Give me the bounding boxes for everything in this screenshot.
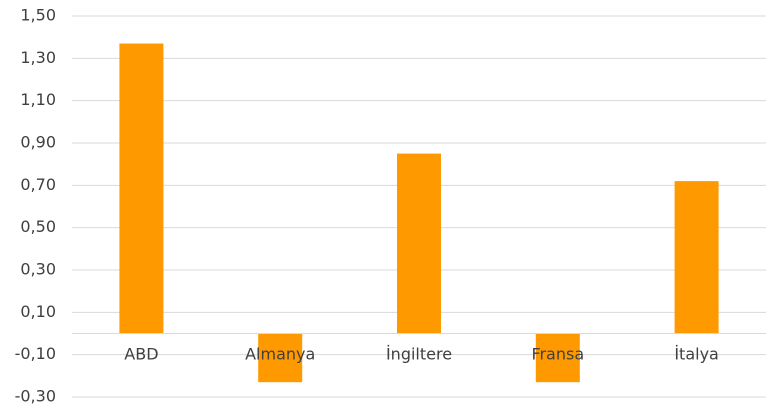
bar-3 bbox=[397, 153, 441, 334]
y-tick-label: -0,30 bbox=[15, 387, 56, 406]
bars bbox=[119, 43, 719, 383]
bar-2 bbox=[258, 333, 303, 383]
y-tick-label: 0,30 bbox=[20, 260, 56, 279]
bar-1 bbox=[119, 43, 164, 334]
x-category-label: ABD bbox=[124, 345, 158, 364]
y-tick-label: 1,30 bbox=[20, 48, 56, 67]
y-tick-label: 0,70 bbox=[20, 175, 56, 194]
x-category-label: İtalya bbox=[674, 345, 719, 364]
x-category-label: Almanya bbox=[245, 345, 315, 364]
y-tick-label: 0,10 bbox=[20, 302, 56, 321]
y-tick-label: -0,10 bbox=[15, 344, 56, 363]
x-axis-category-labels: ABD Almanya İngiltere Fransa İtalya bbox=[124, 345, 719, 364]
y-tick-label: 0,50 bbox=[20, 217, 56, 236]
y-tick-label: 1,10 bbox=[20, 90, 56, 109]
x-category-label: Fransa bbox=[531, 345, 584, 364]
y-axis-tick-labels: 1,50 1,30 1,10 0,90 0,70 0,50 0,30 0,10 -0,10 -0,… bbox=[15, 6, 56, 406]
y-tick-label: 0,90 bbox=[20, 133, 56, 152]
bar-4 bbox=[535, 333, 580, 383]
x-category-label: İngiltere bbox=[386, 345, 452, 364]
y-tick-label: 1,50 bbox=[20, 6, 56, 25]
bar-5 bbox=[674, 181, 719, 334]
